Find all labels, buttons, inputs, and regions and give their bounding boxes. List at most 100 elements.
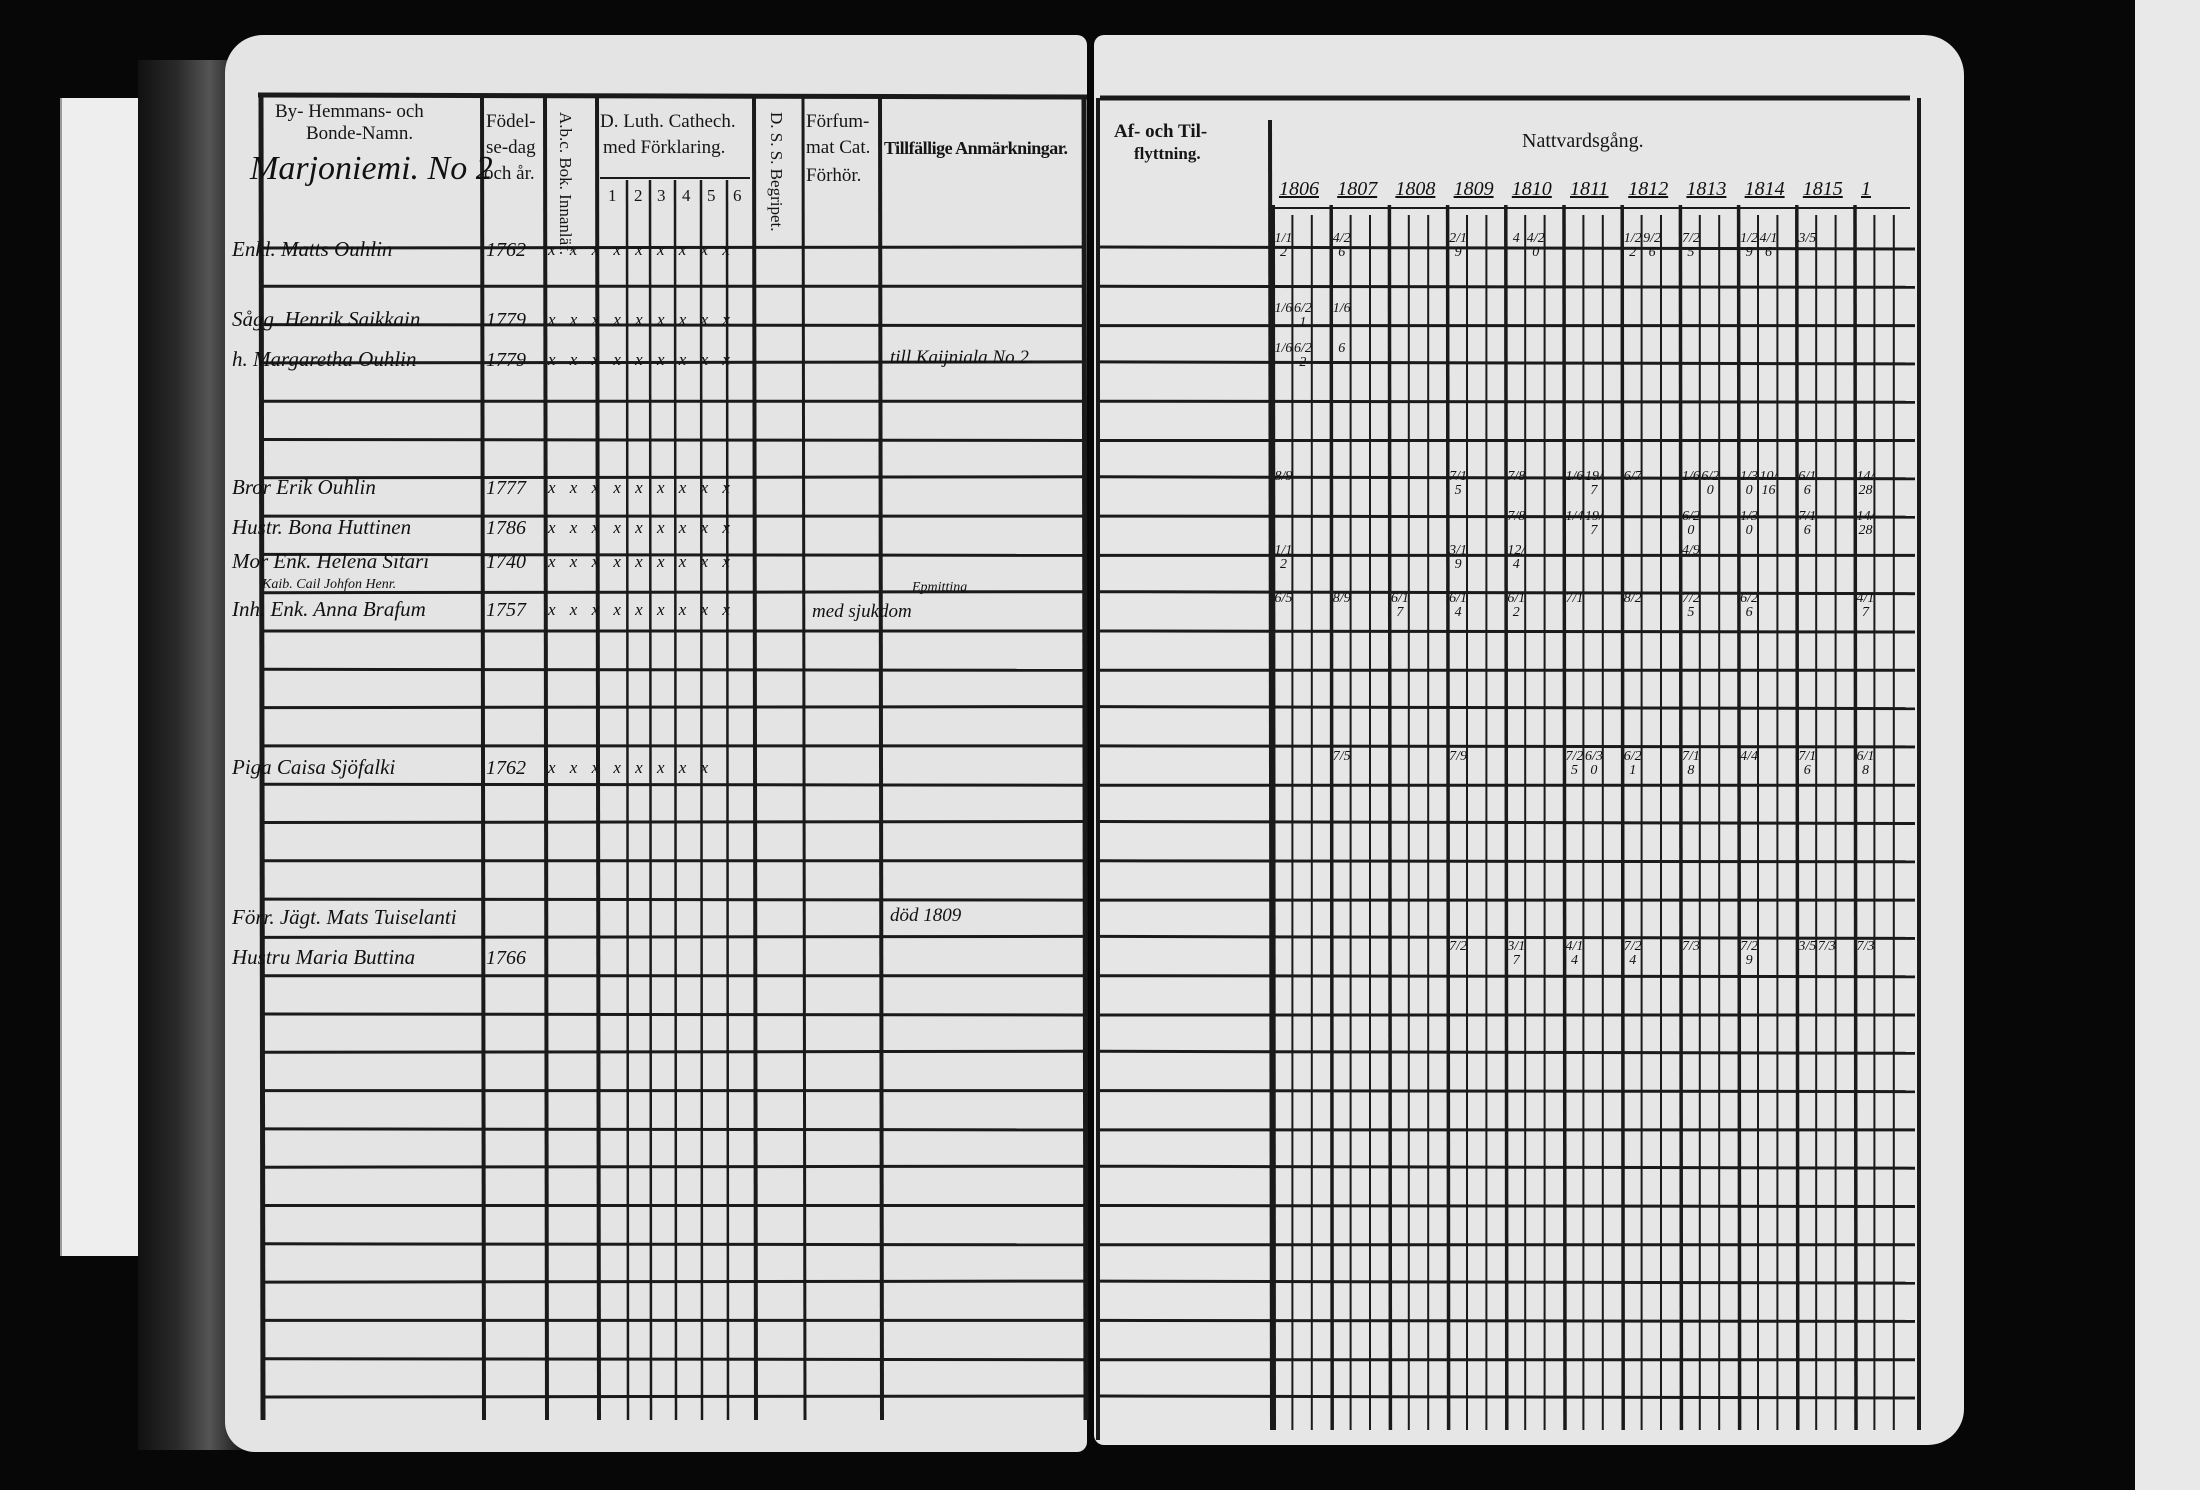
communion-date: 6/20 xyxy=(1681,509,1700,538)
communion-date: 8/9 xyxy=(1332,591,1351,606)
year-label: 1806 xyxy=(1279,178,1319,200)
communion-date: 19/7 xyxy=(1584,509,1603,538)
communion-date: 6/21 xyxy=(1623,749,1642,778)
communion-date: 6/30 xyxy=(1584,749,1603,778)
row-line xyxy=(1099,360,1916,366)
entry-remark-note: Epmittina xyxy=(912,580,968,595)
communion-date: 8/2 xyxy=(1623,591,1642,606)
row-line xyxy=(1099,475,1916,481)
header-name-col-line2: Bonde-Namn. xyxy=(306,123,414,144)
entry-name: h. Margaretha Ouhlin xyxy=(232,347,417,371)
communion-date: 19/7 xyxy=(1584,469,1603,498)
communion-date: 6/21 xyxy=(1293,301,1312,330)
row-line xyxy=(1099,590,1916,596)
communion-date: 7/8 xyxy=(1507,509,1526,524)
row-line xyxy=(1099,744,1916,749)
entry-catechism-marks: x x x x x x x x x xyxy=(548,310,735,329)
communion-date: 7/3 xyxy=(1681,939,1700,954)
row-line xyxy=(1099,1089,1916,1094)
row-line xyxy=(261,475,1085,480)
header-catechism-line1: D. Luth. Cathech. xyxy=(600,111,736,132)
row-line xyxy=(1099,705,1916,711)
column-line xyxy=(480,94,486,1421)
row-line xyxy=(1099,1204,1916,1208)
year-label: 1 xyxy=(1861,178,1871,200)
row-line xyxy=(261,897,1085,902)
header-catechism-line2: med Förklaring. xyxy=(603,137,726,158)
communion-date: 6/20 xyxy=(1701,469,1720,498)
column-line xyxy=(878,94,884,1421)
column-line xyxy=(1081,94,1089,1421)
header-begripet: D. S. S. Begripet. xyxy=(767,112,786,232)
communion-date: 3/17 xyxy=(1507,939,1526,968)
row-line xyxy=(261,552,1085,557)
catechism-subcolumn-line xyxy=(673,179,678,1421)
entry-remark: död 1809 xyxy=(890,905,962,926)
entry-catechism-marks: x x x x x x x x x xyxy=(548,600,735,619)
year-label: 1810 xyxy=(1511,178,1552,200)
row-line xyxy=(261,245,1085,250)
row-line xyxy=(261,1242,1085,1247)
header-neglected-line3: Förhör. xyxy=(806,165,862,186)
top-rule-left xyxy=(257,92,1088,100)
catechism-subcolumn-line xyxy=(648,179,653,1421)
year-label: 1811 xyxy=(1570,178,1609,200)
communion-date: 1/29 xyxy=(1740,231,1759,260)
row-line xyxy=(261,667,1085,672)
header-remarks: Tillfällige Anmärkningar. xyxy=(884,138,1068,158)
communion-date: 1/6 xyxy=(1681,469,1700,484)
entry-name: Inh. Enk. Anna Brafum xyxy=(232,597,426,621)
year-group-line xyxy=(1620,204,1625,1431)
year-label: 1807 xyxy=(1337,178,1378,200)
communion-date: 1/6 xyxy=(1274,341,1293,356)
header-neglected-line2: mat Cat. xyxy=(806,137,871,158)
header-abc: A.b.c. Bok. Innanläf. xyxy=(556,112,575,256)
year-label: 1813 xyxy=(1686,178,1727,200)
year-group-line xyxy=(1387,204,1393,1431)
communion-date: 6 xyxy=(1338,341,1346,356)
communion-date: 7/8 xyxy=(1507,469,1526,484)
communion-date: 10/16 xyxy=(1759,469,1778,498)
communion-date: 7/2 xyxy=(1449,939,1468,954)
row-line xyxy=(261,360,1085,365)
column-line xyxy=(595,94,601,1421)
row-line xyxy=(1099,934,1916,940)
communion-date: 7/3 xyxy=(1817,939,1836,954)
communion-date: 7/24 xyxy=(1623,939,1642,968)
entry-name: Kaib. Cail Johfon Henr. xyxy=(262,577,397,592)
catechism-subcolumn-line xyxy=(625,179,630,1421)
row-line xyxy=(261,323,1085,328)
entry-name: Sågg. Henrik Saikkain xyxy=(232,307,421,331)
communion-date: 4/16 xyxy=(1759,231,1778,260)
column-line xyxy=(752,94,758,1421)
header-name-col-line1: By- Hemmans- och xyxy=(275,101,424,122)
entry-birth-year: 1740 xyxy=(486,551,526,573)
communion-date: 3/5 xyxy=(1798,231,1817,246)
communion-date: 12/4 xyxy=(1507,543,1526,572)
communion-date: 6/18 xyxy=(1856,749,1875,778)
communion-date: 7/9 xyxy=(1449,749,1468,764)
communion-date: 1/22 xyxy=(1623,231,1642,260)
year-group-line xyxy=(1853,204,1858,1431)
row-line xyxy=(261,1394,1085,1399)
header-moving-line2: flyttning. xyxy=(1134,144,1201,163)
communion-date: 1/12 xyxy=(1274,543,1293,572)
entry-catechism-marks: x x x x x x x x x xyxy=(548,518,735,537)
entry-remark: till Kaijniala No 2. xyxy=(890,347,1034,368)
communion-date: 8/9 xyxy=(1274,469,1293,484)
row-line xyxy=(1099,284,1916,289)
communion-date: 7/25 xyxy=(1565,749,1584,778)
calibration-card xyxy=(60,98,142,1256)
communion-date: 6/22 xyxy=(1293,341,1312,370)
communion-date: 6/7 xyxy=(1623,469,1642,484)
farm-name: Marjoniemi. No 2 xyxy=(250,150,493,187)
row-line xyxy=(1099,514,1916,519)
entry-catechism-marks: x x x x x x x x x xyxy=(548,240,735,259)
communion-date: 6/14 xyxy=(1449,591,1468,620)
year-label: 1808 xyxy=(1395,178,1436,200)
year-group-line xyxy=(1736,204,1742,1431)
catechism-subcol-5: 5 xyxy=(707,186,716,205)
row-line xyxy=(1099,1279,1916,1285)
entry-catechism-marks: x x x x x x x x x xyxy=(548,552,735,571)
communion-date: 7/5 xyxy=(1332,749,1351,764)
